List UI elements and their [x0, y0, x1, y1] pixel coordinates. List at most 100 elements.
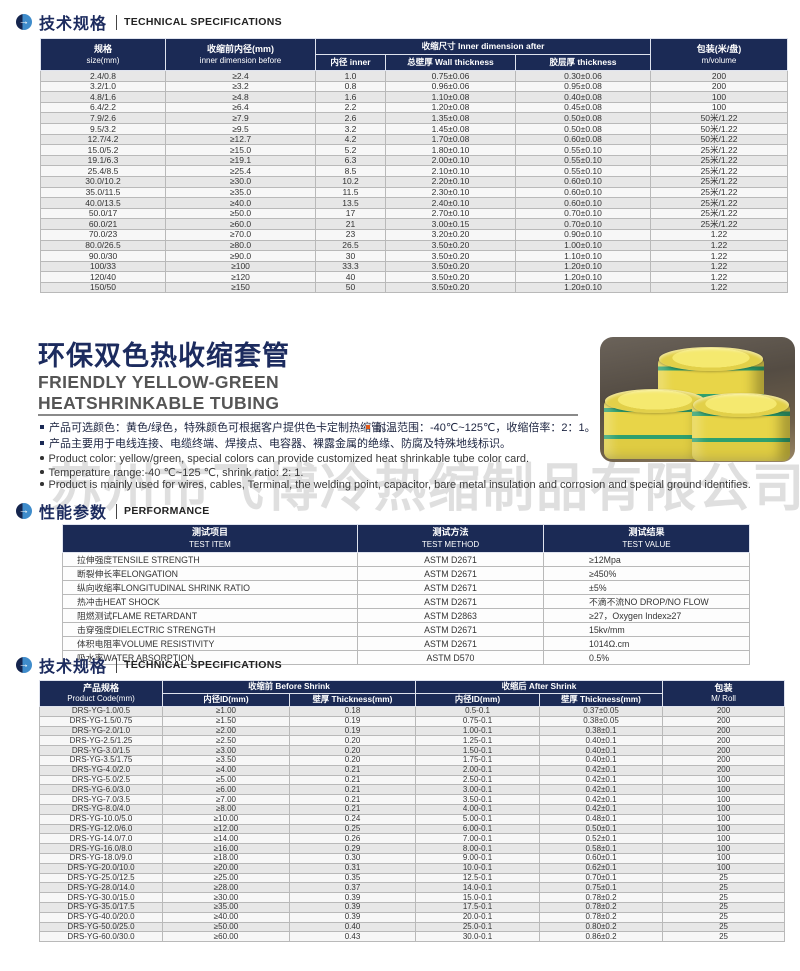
table-cell: 0.60±0.08	[515, 133, 651, 146]
table-cell: ≥100	[165, 260, 316, 273]
tubing-roll-top	[659, 347, 763, 371]
table-cell: ≥30.0	[165, 175, 316, 188]
table-cell: 25	[662, 931, 786, 943]
bullet-dot-icon	[40, 441, 44, 446]
table-row: 30.0/10.2 ≥30.0 10.2 2.20±0.10 0.60±0.10 25米/…	[40, 175, 788, 188]
table-cell: ≥2.50	[162, 735, 290, 747]
table-row: 4.8/1.6 ≥4.8 1.6 1.10±0.08 0.40±0.08 100	[40, 91, 788, 103]
table-cell: 吸水率WATER ABSORPTION	[62, 650, 358, 665]
table-cell: 0.80±0.2	[539, 921, 664, 933]
table-row: DRS-YG-10.0/5.0 ≥10.00 0.24 5.00-0.1 0.48±0.…	[39, 813, 786, 825]
table-row: DRS-YG-4.0/2.0 ≥4.00 0.21 2.00-0.1 0.42±0.1 2…	[39, 764, 786, 776]
table-cell: 0.39	[288, 901, 417, 913]
table-cell: 25	[662, 872, 786, 884]
table-row: DRS-YG-2.0/1.0 ≥2.00 0.19 1.00-0.1 0.38±0.1 2…	[39, 725, 786, 737]
table-cell: 1.0	[315, 70, 386, 82]
table-row: DRS-YG-18.0/9.0 ≥18.00 0.30 9.00-0.1 0.60±0.…	[39, 852, 786, 864]
table-row: 70.0/23 ≥70.0 23 3.20±0.20 0.90±0.10 1.22	[40, 228, 788, 241]
table-row: DRS-YG-3.0/1.5 ≥3.00 0.20 1.50-0.1 0.40±0.1 2…	[39, 745, 786, 756]
table-cell: 0.75±0.1	[539, 882, 664, 894]
table-cell: 断裂伸长率ELONGATION	[62, 566, 358, 581]
table-cell: 100	[650, 91, 788, 103]
table-cell: 9.00-0.1	[415, 852, 541, 864]
col-header-test-item: 测试项目 TEST ITEM	[62, 524, 358, 553]
table-cell: 1.10±0.10	[515, 250, 651, 262]
table-cell: 3.50±0.20	[385, 239, 516, 252]
table-row: DRS-YG-16.0/8.0 ≥16.00 0.29 8.00-0.1 0.58±0.…	[39, 843, 786, 854]
bullet-dot-icon	[40, 470, 44, 474]
table-cell: 0.20	[288, 754, 417, 766]
table-cell: DRS-YG-8.0/4.0	[39, 803, 163, 815]
table-cell: 0.50±0.08	[515, 122, 651, 135]
bullet-dot-icon	[40, 482, 44, 486]
section-title-en: TECHNICAL SPECIFICATIONS	[124, 16, 282, 28]
table-cell: 0.38±0.05	[539, 715, 664, 727]
table-cell: 2.70±0.10	[385, 207, 516, 220]
table-cell: 30	[315, 250, 386, 262]
table-cell: 0.19	[288, 725, 417, 737]
arrow-circle-icon: →	[16, 14, 32, 30]
table-cell: 2.00±0.10	[385, 154, 516, 167]
table-cell: 25	[662, 901, 786, 913]
table-cell: 0.95±0.08	[515, 80, 651, 93]
table-cell: ≥35.0	[165, 186, 316, 199]
table-cell: 40	[315, 271, 386, 283]
table-cell: 33.3	[315, 260, 386, 273]
table-cell: 120/40	[40, 271, 166, 283]
bullet-temperature-cn: 耐温范围：-40℃~125℃，收缩倍率：2：1。	[366, 419, 596, 435]
table-cell: 0.58±0.1	[539, 843, 664, 854]
section-title-en: PERFORMANCE	[124, 505, 210, 517]
table-cell: 100	[662, 803, 786, 815]
table-cell: 1.22	[650, 239, 788, 252]
table-cell: 1.45±0.08	[385, 122, 516, 135]
table-row: 6.4/2.2 ≥6.4 2.2 1.20±0.08 0.45±0.08 100	[40, 101, 788, 114]
table-cell: DRS-YG-18.0/9.0	[39, 852, 163, 864]
table-row: DRS-YG-7.0/3.5 ≥7.00 0.21 3.50-0.1 0.42±0.1 1…	[39, 794, 786, 805]
table-cell: 25	[662, 911, 786, 923]
table-cell: ≥1.50	[162, 715, 290, 727]
table-cell: 击穿强度DIELECTRIC STRENGTH	[62, 622, 358, 637]
table-cell: 0.25	[288, 823, 417, 835]
table-cell: 0.40±0.1	[539, 754, 664, 766]
table-cell: 1.80±0.10	[385, 144, 516, 156]
bullet-dot-icon	[40, 456, 44, 460]
spec-table-bottom: 产品规格 Product Code(mm) 收缩前 Before Shrink 收…	[39, 680, 786, 943]
table-cell: 纵向收缩率LONGITUDINAL SHRINK RATIO	[62, 580, 358, 595]
tubing-roll	[604, 389, 706, 459]
table-cell: ≥2.00	[162, 725, 290, 737]
table-cell: ≥19.1	[165, 154, 316, 167]
col-header-product-code: 产品规格 Product Code(mm)	[39, 680, 163, 707]
table-row: 阻燃测试FLAME RETARDANT ASTM D2863 ≥27，Oxygen …	[62, 608, 750, 623]
table-cell: ≥40.00	[162, 911, 290, 923]
col-header-id-before: 内径ID(mm)	[162, 693, 290, 707]
table-cell: 0.30	[288, 852, 417, 864]
table-cell: ≥6.4	[165, 101, 316, 114]
table-cell: 1.00-0.1	[415, 725, 541, 737]
table-cell: 0.90±0.10	[515, 228, 651, 241]
table-cell: 15kv/mm	[543, 622, 750, 637]
col-header-id-after: 内径ID(mm)	[415, 693, 541, 707]
table-cell: DRS-YG-28.0/14.0	[39, 882, 163, 894]
table-cell: 0.19	[288, 715, 417, 727]
table-cell: 200	[650, 70, 788, 82]
table-cell: ≥14.00	[162, 833, 290, 845]
table-cell: 100	[662, 833, 786, 845]
product-title-en-line1: FRIENDLY YELLOW-GREEN	[38, 372, 280, 392]
table-cell: 150/50	[40, 281, 166, 294]
table-cell: 0.37±0.05	[539, 706, 664, 717]
table-cell: ≥28.00	[162, 882, 290, 894]
table-cell: 1.22	[650, 271, 788, 283]
table-cell: 2.4/0.8	[40, 70, 166, 82]
table-cell: 200	[662, 745, 786, 756]
table-cell: 200	[662, 715, 786, 727]
table-cell: 2.10±0.10	[385, 165, 516, 177]
table-cell: DRS-YG-25.0/12.5	[39, 872, 163, 884]
table-cell: 0.70±0.10	[515, 218, 651, 230]
table-cell: 0.21	[288, 774, 417, 786]
table-row: DRS-YG-28.0/14.0 ≥28.00 0.37 14.0-0.1 0.75±0…	[39, 882, 786, 894]
table-cell: ≥30.00	[162, 892, 290, 903]
table-cell: 0.40±0.1	[539, 745, 664, 756]
table-row: DRS-YG-60.0/30.0 ≥60.00 0.43 30.0-0.1 0.86±0…	[39, 931, 786, 943]
table-cell: 0.21	[288, 794, 417, 805]
table-cell: ≥3.50	[162, 754, 290, 766]
